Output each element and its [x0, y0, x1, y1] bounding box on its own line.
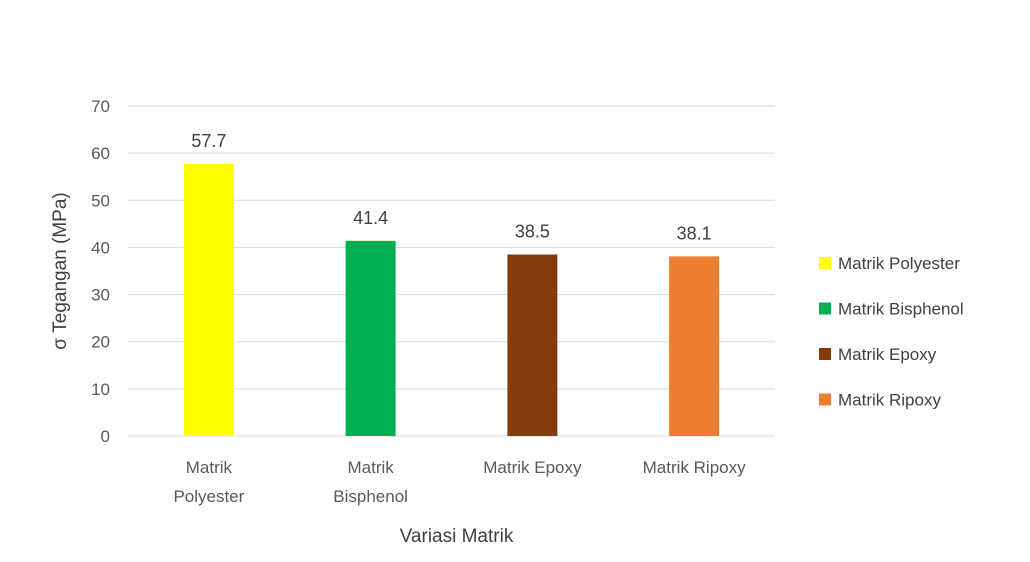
y-tick-label: 10	[91, 380, 110, 399]
bar	[507, 254, 558, 436]
y-tick-label: 30	[91, 286, 110, 305]
legend-swatch	[819, 393, 831, 406]
x-axis-categories: Matrik Polyester Matrik Bisphenol Matrik Epo…	[173, 458, 746, 506]
legend-label: Matrik Ripoxy	[838, 391, 941, 410]
x-category-label: Matrik Ripoxy	[643, 458, 746, 477]
bar	[669, 256, 720, 436]
y-tick-label: 20	[91, 333, 110, 352]
legend: Matrik Polyester Matrik Bisphenol Matrik E…	[819, 254, 964, 410]
x-category-label: Polyester	[173, 487, 244, 506]
legend-label: Matrik Epoxy	[838, 345, 937, 364]
x-category-label: Matrik Epoxy	[483, 458, 582, 477]
y-tick-label: 0	[101, 427, 110, 446]
y-tick-label: 60	[91, 144, 110, 163]
y-axis-title: σ Tegangan (MPa)	[50, 192, 71, 349]
x-category-label: Matrik	[186, 458, 233, 477]
data-label: 38.5	[515, 222, 550, 242]
bar	[345, 240, 396, 436]
legend-label: Matrik Polyester	[838, 254, 960, 273]
legend-label: Matrik Bisphenol	[838, 300, 964, 319]
bars	[183, 163, 720, 436]
data-label: 41.4	[353, 208, 388, 228]
data-label: 38.1	[677, 223, 712, 243]
legend-swatch	[819, 302, 831, 315]
x-axis-title: Variasi Matrik	[400, 526, 514, 547]
data-labels: 57.7 41.4 38.5 38.1	[191, 131, 711, 243]
y-tick-label: 50	[91, 191, 110, 210]
legend-swatch	[819, 348, 831, 360]
gridlines	[128, 105, 775, 437]
x-category-label: Matrik	[347, 458, 394, 477]
legend-swatch	[819, 257, 831, 269]
x-category-label: Bisphenol	[333, 487, 408, 506]
data-label: 57.7	[191, 131, 226, 151]
y-tick-label: 40	[91, 238, 110, 257]
bar	[183, 163, 234, 436]
y-tick-label: 70	[91, 97, 110, 116]
y-axis-ticks: 0 10 20 30 40 50 60 70	[91, 97, 110, 446]
